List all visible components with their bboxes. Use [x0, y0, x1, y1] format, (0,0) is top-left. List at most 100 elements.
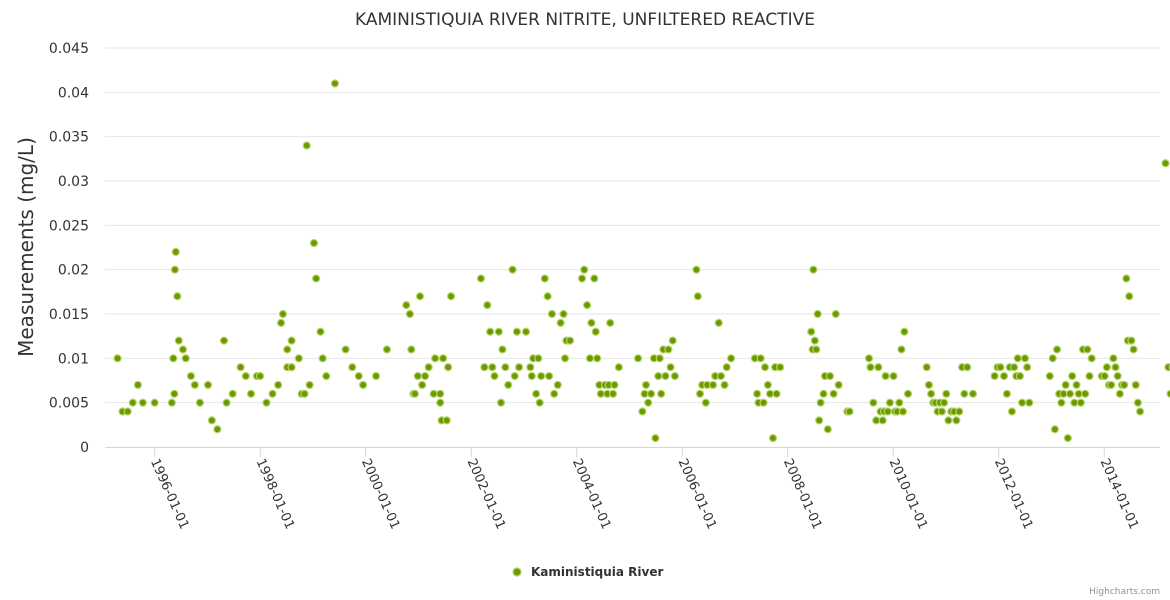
data-point[interactable] [963, 363, 972, 372]
data-point[interactable] [807, 327, 816, 336]
data-point[interactable] [759, 398, 768, 407]
data-point[interactable] [878, 416, 887, 425]
data-point[interactable] [883, 407, 892, 416]
data-point[interactable] [309, 238, 319, 248]
data-point[interactable] [508, 265, 517, 274]
data-point[interactable] [1127, 336, 1136, 345]
data-point[interactable] [1107, 380, 1116, 390]
data-point[interactable] [444, 363, 453, 372]
data-point[interactable] [560, 354, 570, 363]
data-point[interactable] [133, 380, 143, 390]
data-point[interactable] [514, 363, 524, 372]
data-point[interactable] [113, 354, 122, 363]
data-point[interactable] [716, 371, 726, 381]
data-point[interactable] [968, 389, 978, 398]
data-point[interactable] [410, 389, 420, 398]
data-point[interactable] [897, 345, 906, 354]
data-point[interactable] [480, 363, 489, 372]
data-point[interactable] [874, 363, 883, 372]
data-point[interactable] [922, 363, 931, 372]
data-point[interactable] [1068, 371, 1077, 381]
data-point[interactable] [816, 398, 825, 407]
data-point[interactable] [402, 301, 411, 310]
data-point[interactable] [169, 354, 178, 363]
data-point[interactable] [276, 318, 286, 327]
data-point[interactable] [898, 407, 908, 416]
data-point[interactable] [1111, 363, 1120, 372]
data-point[interactable] [810, 336, 819, 345]
data-point[interactable] [424, 363, 433, 372]
data-point[interactable] [831, 309, 840, 319]
data-point[interactable] [1015, 371, 1025, 381]
data-point[interactable] [531, 389, 541, 398]
data-point[interactable] [866, 363, 875, 372]
data-point[interactable] [593, 354, 602, 363]
data-point[interactable] [1113, 371, 1122, 381]
data-point[interactable] [354, 371, 363, 381]
data-point[interactable] [537, 371, 546, 381]
data-point[interactable] [436, 398, 445, 407]
data-point[interactable] [1045, 371, 1054, 381]
data-point[interactable] [633, 354, 643, 363]
data-point[interactable] [318, 354, 327, 363]
data-point[interactable] [999, 371, 1009, 381]
data-point[interactable] [413, 371, 422, 381]
data-point[interactable] [885, 398, 895, 407]
data-point[interactable] [236, 363, 245, 372]
data-point[interactable] [812, 345, 821, 354]
data-point[interactable] [815, 416, 824, 425]
data-point[interactable] [278, 309, 288, 319]
data-point[interactable] [547, 309, 557, 319]
data-point[interactable] [664, 345, 673, 354]
data-point[interactable] [302, 141, 311, 150]
data-point[interactable] [960, 389, 969, 398]
data-point[interactable] [123, 407, 132, 416]
data-point[interactable] [834, 380, 843, 390]
data-point[interactable] [720, 380, 729, 390]
data-point[interactable] [483, 301, 492, 310]
data-point[interactable] [1115, 389, 1124, 398]
data-point[interactable] [1072, 380, 1081, 390]
data-point[interactable] [701, 398, 710, 407]
data-point[interactable] [693, 292, 702, 301]
data-point[interactable] [582, 301, 592, 310]
data-point[interactable] [283, 345, 292, 354]
data-point[interactable] [655, 354, 664, 363]
data-point[interactable] [195, 398, 204, 407]
data-point[interactable] [322, 371, 331, 381]
data-point[interactable] [203, 380, 213, 390]
data-point[interactable] [312, 274, 321, 283]
data-point[interactable] [1057, 398, 1066, 407]
data-point[interactable] [889, 371, 898, 381]
data-point[interactable] [772, 389, 781, 398]
data-point[interactable] [590, 274, 599, 283]
data-point[interactable] [666, 363, 675, 372]
data-point[interactable] [501, 363, 510, 372]
data-point[interactable] [1087, 354, 1096, 363]
data-point[interactable] [294, 354, 303, 363]
data-point[interactable] [1109, 354, 1118, 363]
data-point[interactable] [1010, 363, 1019, 372]
data-point[interactable] [638, 407, 647, 416]
data-point[interactable] [442, 416, 451, 425]
data-point[interactable] [436, 389, 445, 398]
data-point[interactable] [371, 371, 381, 381]
data-point[interactable] [722, 363, 731, 372]
data-point[interactable] [496, 398, 506, 407]
data-point[interactable] [577, 274, 587, 283]
data-point[interactable] [900, 327, 909, 336]
data-point[interactable] [341, 345, 350, 354]
data-point[interactable] [614, 363, 623, 372]
data-point[interactable] [939, 398, 949, 407]
data-point[interactable] [486, 327, 495, 336]
data-point[interactable] [1020, 354, 1030, 363]
data-point[interactable] [316, 327, 325, 336]
data-point[interactable] [170, 265, 180, 274]
data-point[interactable] [1164, 363, 1170, 372]
data-point[interactable] [1100, 371, 1109, 381]
data-point[interactable] [809, 265, 818, 274]
data-point[interactable] [944, 416, 953, 425]
data-point[interactable] [1025, 398, 1034, 407]
data-point[interactable] [181, 354, 190, 363]
data-point[interactable] [760, 363, 770, 372]
